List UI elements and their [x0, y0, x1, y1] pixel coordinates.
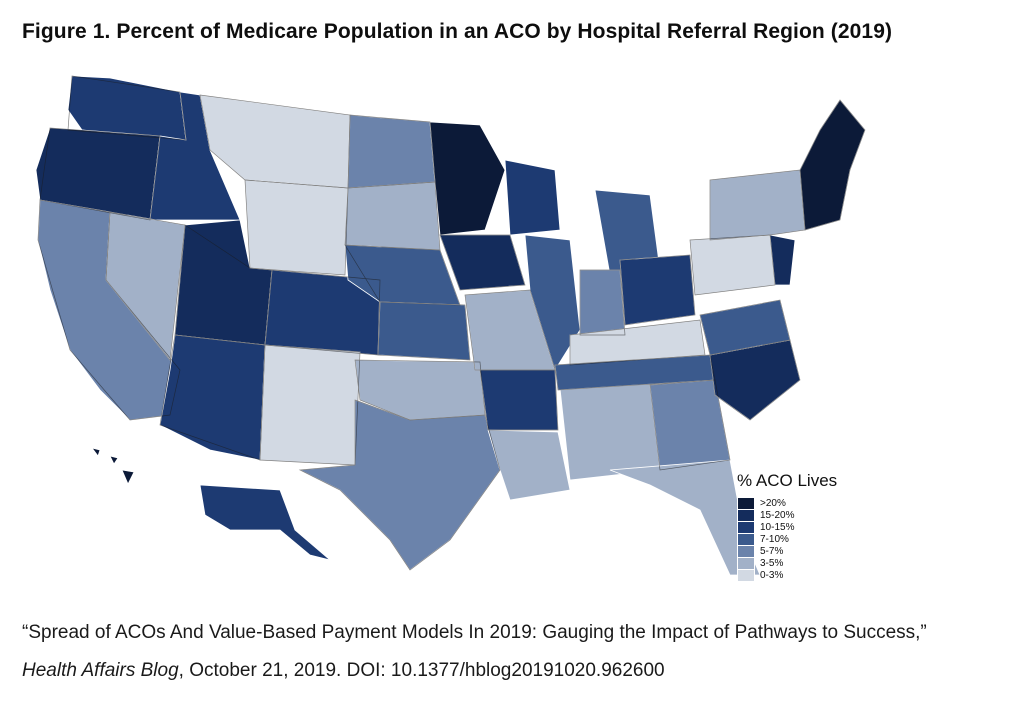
region-new-england — [799, 99, 866, 231]
legend-label: >20% — [760, 497, 786, 509]
legend-rows: >20% 15-20% 10-15% 7-10% 5-7% 3-5% 0-3% — [737, 496, 867, 582]
region-south-dakota — [344, 181, 441, 251]
legend-item: 15-20% — [737, 508, 867, 522]
region-montana — [199, 94, 351, 189]
map-legend: % ACO Lives >20% 15-20% 10-15% 7-10% 5-7% 3-5… — [737, 471, 867, 582]
legend-item: 7-10% — [737, 532, 867, 546]
figure-title: Figure 1. Percent of Medicare Population… — [22, 20, 893, 43]
region-illinois — [524, 234, 581, 371]
region-ohio — [619, 254, 696, 326]
legend-label: 0-3% — [760, 569, 784, 581]
region-arizona — [159, 334, 266, 461]
region-wyoming — [244, 179, 349, 276]
legend-item: 3-5% — [737, 556, 867, 570]
us-choropleth-map — [10, 70, 890, 600]
legend-label: 3-5% — [760, 557, 784, 569]
legend-label: 10-15% — [760, 521, 795, 533]
legend-item: >20% — [737, 496, 867, 510]
citation-journal: Health Affairs Blog — [22, 660, 179, 681]
region-indiana — [579, 269, 626, 336]
state-borders — [37, 75, 866, 571]
map-svg — [35, 75, 866, 576]
legend-label: 7-10% — [760, 533, 789, 545]
citation-title: “Spread of ACOs And Value-Based Payment … — [22, 622, 927, 643]
legend-item: 10-15% — [737, 520, 867, 534]
region-newmexico — [259, 344, 361, 466]
citation-source: Health Affairs Blog, October 21, 2019. D… — [22, 660, 665, 682]
legend-label: 5-7% — [760, 545, 784, 557]
region-pennsylvania — [689, 234, 776, 296]
legend-title: % ACO Lives — [737, 471, 838, 490]
legend-label: 15-20% — [760, 509, 795, 521]
legend-item: 0-3% — [737, 568, 867, 582]
region-minnesota — [429, 121, 506, 236]
citation-details: , October 21, 2019. DOI: 10.1377/hblog20… — [178, 660, 665, 681]
region-louisiana — [487, 429, 571, 501]
region-hawaii — [91, 447, 135, 485]
legend-swatch — [737, 568, 755, 582]
region-wisconsin — [504, 159, 561, 236]
region-alaska — [199, 484, 331, 561]
region-arkansas — [479, 369, 559, 431]
region-newyork — [709, 169, 806, 241]
region-north-dakota — [347, 114, 436, 189]
region-kansas — [377, 301, 471, 361]
legend-item: 5-7% — [737, 544, 867, 558]
